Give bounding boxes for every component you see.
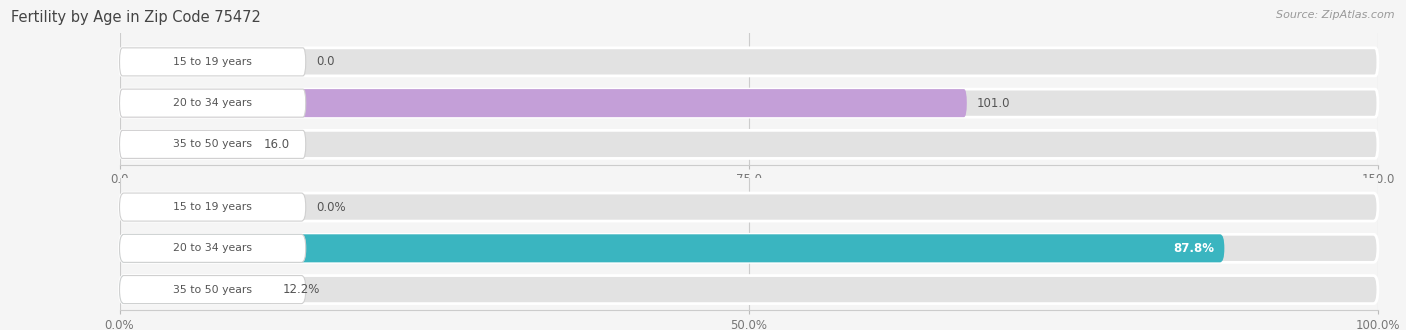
FancyBboxPatch shape: [120, 193, 305, 221]
FancyBboxPatch shape: [120, 276, 273, 304]
FancyBboxPatch shape: [120, 234, 1225, 262]
Text: 12.2%: 12.2%: [283, 283, 321, 296]
Text: Source: ZipAtlas.com: Source: ZipAtlas.com: [1277, 10, 1395, 20]
FancyBboxPatch shape: [120, 48, 1378, 76]
Text: 16.0: 16.0: [264, 138, 290, 151]
FancyBboxPatch shape: [120, 89, 967, 117]
FancyBboxPatch shape: [120, 276, 305, 304]
FancyBboxPatch shape: [120, 130, 253, 158]
FancyBboxPatch shape: [120, 89, 305, 117]
FancyBboxPatch shape: [120, 89, 1378, 117]
Text: 0.0: 0.0: [316, 55, 335, 68]
Text: 20 to 34 years: 20 to 34 years: [173, 243, 252, 253]
FancyBboxPatch shape: [120, 48, 305, 76]
Text: Fertility by Age in Zip Code 75472: Fertility by Age in Zip Code 75472: [11, 10, 262, 25]
Text: 0.0%: 0.0%: [316, 201, 346, 214]
Text: 15 to 19 years: 15 to 19 years: [173, 57, 252, 67]
Text: 20 to 34 years: 20 to 34 years: [173, 98, 252, 108]
FancyBboxPatch shape: [120, 234, 1378, 262]
FancyBboxPatch shape: [120, 130, 305, 158]
FancyBboxPatch shape: [120, 234, 305, 262]
Text: 35 to 50 years: 35 to 50 years: [173, 139, 252, 149]
Text: 101.0: 101.0: [977, 97, 1011, 110]
FancyBboxPatch shape: [120, 130, 1378, 158]
Text: 87.8%: 87.8%: [1173, 242, 1215, 255]
FancyBboxPatch shape: [120, 276, 1378, 304]
Text: 35 to 50 years: 35 to 50 years: [173, 284, 252, 295]
Text: 15 to 19 years: 15 to 19 years: [173, 202, 252, 212]
FancyBboxPatch shape: [120, 193, 1378, 221]
